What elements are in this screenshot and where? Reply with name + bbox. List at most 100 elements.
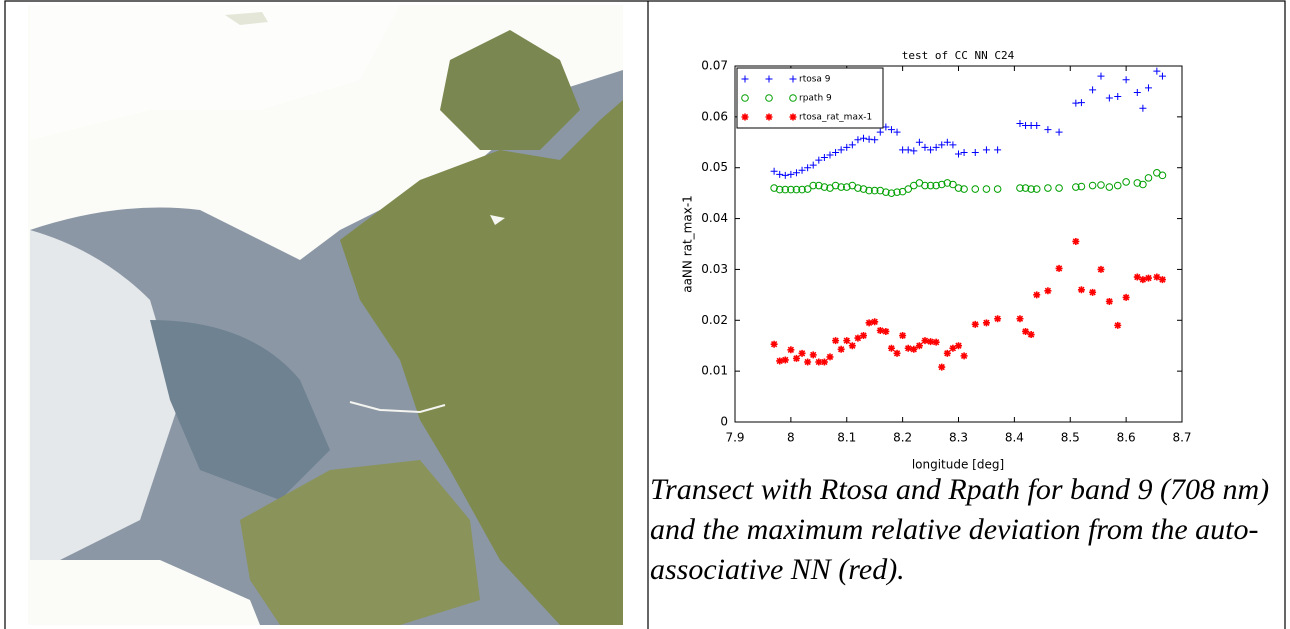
- marker: [1021, 184, 1030, 192]
- marker: [1139, 180, 1147, 189]
- marker: [1033, 291, 1041, 299]
- marker: [787, 346, 795, 354]
- marker: [927, 338, 935, 346]
- marker: [859, 185, 868, 193]
- marker: [1097, 181, 1105, 189]
- marker: [971, 148, 979, 156]
- y-tick-label: 0.02: [701, 313, 728, 327]
- y-tick-label: 0.06: [701, 109, 728, 123]
- marker: [770, 184, 778, 192]
- x-axis-label: longitude [deg]: [912, 458, 1004, 472]
- marker: [938, 141, 946, 149]
- marker: [1144, 84, 1152, 92]
- marker: [955, 150, 962, 158]
- marker: [1105, 94, 1113, 102]
- marker: [882, 123, 890, 131]
- marker: [770, 340, 778, 348]
- marker: [854, 184, 862, 192]
- x-tick-label: 8.5: [1061, 431, 1080, 445]
- marker: [815, 156, 823, 164]
- marker: [826, 151, 834, 159]
- marker: [904, 146, 912, 154]
- marker: [1072, 99, 1080, 107]
- marker: [1077, 182, 1086, 191]
- marker: [803, 185, 812, 193]
- marker: [1027, 185, 1035, 193]
- x-tick-label: 8.3: [949, 431, 968, 445]
- marker: [854, 136, 862, 144]
- marker: [960, 148, 968, 156]
- marker: [1133, 88, 1141, 96]
- y-axis-label: aaNN rat_max-1: [681, 195, 695, 293]
- legend-box: [736, 67, 884, 129]
- marker: [943, 179, 952, 187]
- marker: [982, 319, 990, 327]
- marker: [1139, 104, 1147, 112]
- legend-marker: [765, 94, 773, 102]
- marker: [893, 349, 901, 357]
- marker: [865, 319, 873, 327]
- marker: [1044, 126, 1052, 134]
- marker: [1032, 185, 1041, 193]
- marker: [1144, 274, 1152, 282]
- marker: [787, 185, 795, 194]
- marker: [949, 344, 957, 352]
- marker: [871, 318, 879, 326]
- marker: [1158, 276, 1166, 284]
- marker: [1113, 181, 1122, 190]
- marker: [876, 128, 884, 136]
- marker: [1122, 76, 1130, 84]
- marker: [938, 363, 946, 371]
- marker: [870, 186, 879, 195]
- marker: [904, 185, 913, 193]
- marker: [915, 138, 923, 146]
- marker: [820, 154, 828, 162]
- marker: [792, 354, 800, 362]
- legend-marker: [741, 94, 749, 102]
- marker: [1122, 293, 1130, 301]
- marker: [955, 342, 962, 350]
- marker: [871, 136, 879, 144]
- legend-marker: [765, 113, 773, 121]
- marker: [1089, 86, 1097, 94]
- marker: [848, 141, 856, 149]
- marker: [860, 332, 868, 340]
- marker: [982, 146, 990, 154]
- marker: [842, 183, 851, 191]
- marker: [960, 352, 968, 360]
- marker: [792, 169, 800, 177]
- marker: [809, 161, 817, 169]
- marker: [848, 342, 856, 350]
- marker: [943, 138, 951, 146]
- marker: [815, 181, 823, 190]
- y-tick-label: 0.04: [701, 211, 728, 225]
- marker: [971, 320, 979, 328]
- marker: [837, 345, 845, 353]
- marker: [809, 181, 818, 190]
- marker: [960, 185, 968, 193]
- marker: [1114, 93, 1122, 101]
- marker: [865, 186, 873, 195]
- marker: [820, 183, 829, 191]
- marker: [770, 167, 778, 175]
- marker: [775, 185, 784, 194]
- marker: [832, 148, 840, 156]
- marker: [937, 180, 946, 189]
- marker: [837, 146, 845, 154]
- marker: [921, 143, 929, 151]
- marker: [1055, 128, 1063, 136]
- marker: [809, 351, 817, 359]
- marker: [994, 146, 1002, 154]
- marker: [1153, 273, 1161, 281]
- marker: [854, 334, 862, 342]
- marker: [787, 170, 795, 178]
- marker: [1133, 273, 1141, 281]
- marker: [1089, 288, 1097, 296]
- marker: [1016, 119, 1024, 127]
- marker: [982, 185, 991, 193]
- y-tick-label: 0.05: [701, 160, 728, 174]
- marker: [943, 349, 951, 357]
- marker: [1105, 297, 1113, 305]
- x-tick-label: 8.1: [837, 431, 856, 445]
- marker: [804, 358, 812, 366]
